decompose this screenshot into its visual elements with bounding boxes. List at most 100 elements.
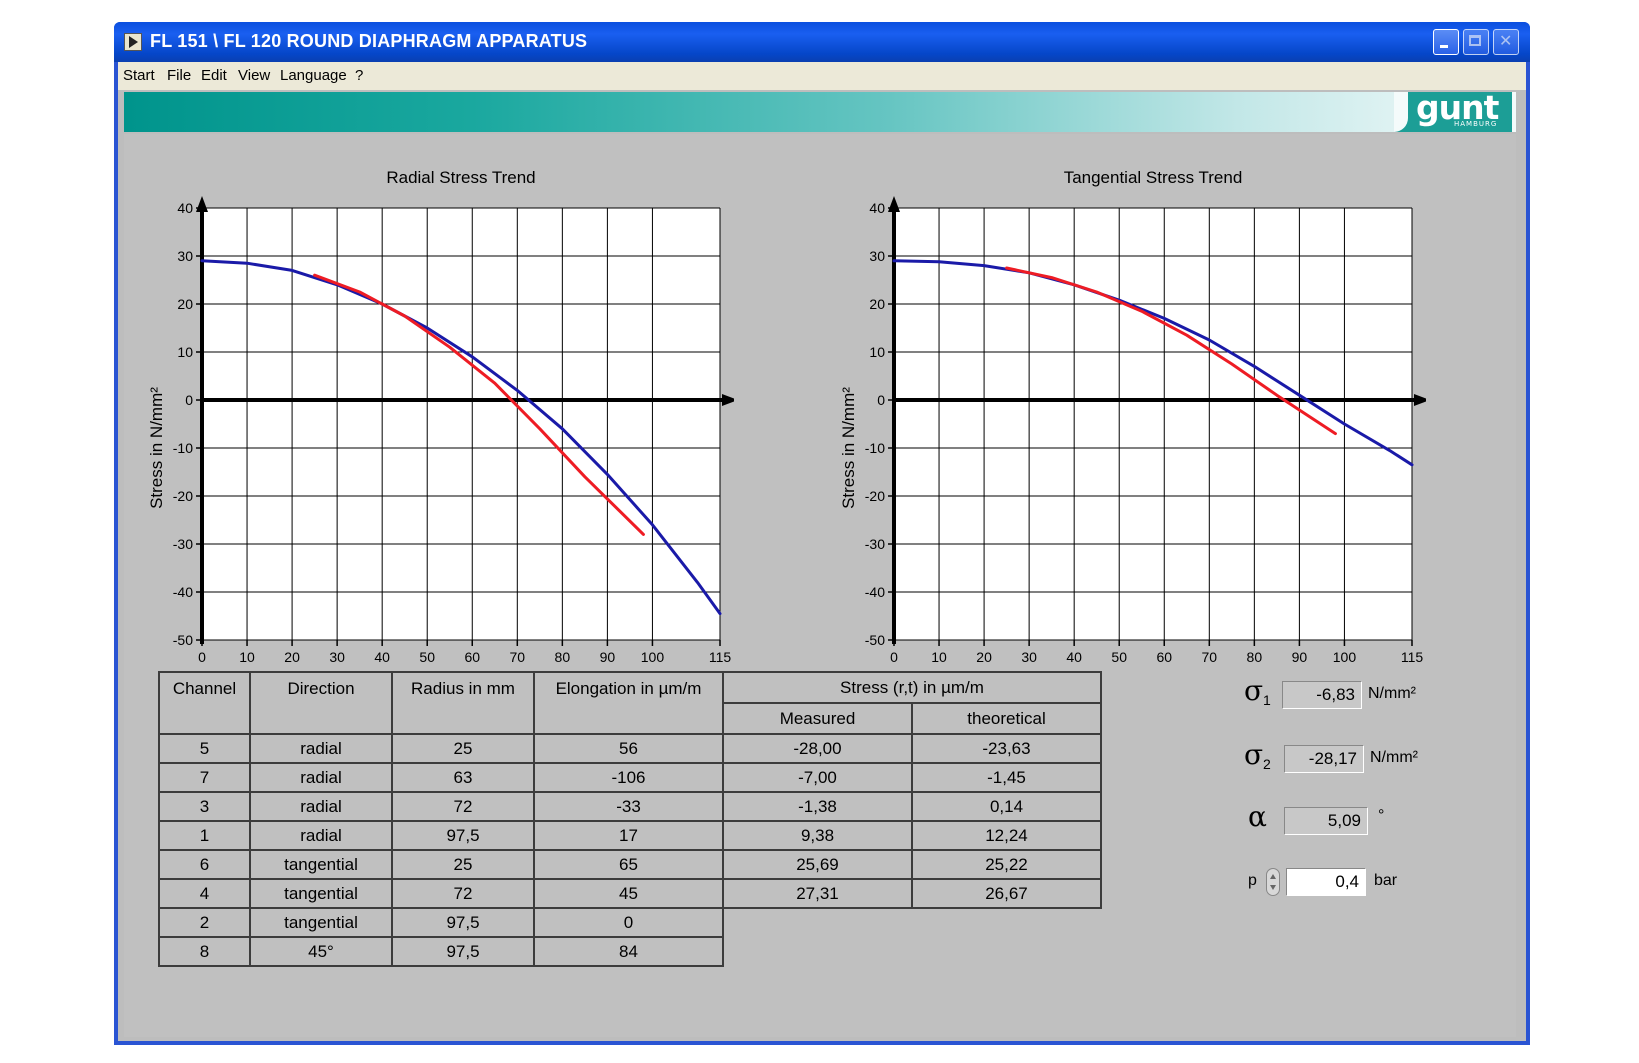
cell-radius: 97,5: [391, 820, 535, 851]
y-axis-arrow: [888, 196, 900, 212]
menu-start[interactable]: Start: [123, 67, 155, 84]
cell-elongation: 65: [533, 849, 724, 880]
measurement-table: Channel Direction Radius in mm Elongatio…: [158, 671, 1102, 967]
table-row: 3 radial 72 -33 -1,38 0,14: [158, 791, 1102, 822]
x-tick-label: 80: [1247, 649, 1263, 665]
cell-radius: 25: [391, 733, 535, 764]
cell-direction: radial: [249, 820, 393, 851]
app-window: FL 151 \ FL 120 ROUND DIAPHRAGM APPARATU…: [114, 22, 1530, 1045]
menu-file[interactable]: File: [167, 67, 192, 84]
x-tick-label: 50: [1111, 649, 1127, 665]
cell-measured: -7,00: [722, 762, 913, 793]
x-tick-label: 80: [555, 649, 571, 665]
cell-radius: 25: [391, 849, 535, 880]
table-row: 1 radial 97,5 17 9,38 12,24: [158, 820, 1102, 851]
cell-theoretical: 26,67: [911, 878, 1102, 909]
y-tick-label: 30: [869, 248, 885, 264]
y-tick-label: 40: [869, 200, 885, 216]
x-tick-label: 90: [1292, 649, 1308, 665]
x-tick-label: 100: [1333, 649, 1357, 665]
cell-radius: 97,5: [391, 936, 535, 967]
pressure-input[interactable]: 0,4: [1286, 868, 1366, 896]
x-tick-label: 0: [890, 649, 898, 665]
close-button[interactable]: [1493, 29, 1519, 55]
sigma1-unit: N/mm²: [1368, 685, 1416, 702]
cell-elongation: 84: [533, 936, 724, 967]
y-tick-label: -40: [173, 584, 193, 600]
cell-elongation: 0: [533, 907, 724, 938]
header-banner: gunt HAMBURG: [124, 88, 1516, 132]
sigma1-subscript: 1: [1263, 692, 1271, 708]
cell-measured: -28,00: [722, 733, 913, 764]
cell-channel: 7: [158, 762, 251, 793]
x-tick-label: 50: [419, 649, 435, 665]
sigma1-value: -6,83: [1282, 681, 1362, 709]
y-tick-label: -30: [865, 536, 885, 552]
cell-radius: 97,5: [391, 907, 535, 938]
y-tick-label: -30: [173, 536, 193, 552]
maximize-button[interactable]: [1463, 29, 1489, 55]
cell-elongation: -33: [533, 791, 724, 822]
x-tick-label: 70: [1202, 649, 1218, 665]
menu-edit[interactable]: Edit: [201, 67, 227, 84]
cell-measured: 27,31: [722, 878, 913, 909]
sigma-symbol: σ: [1244, 738, 1264, 771]
table-row: 8 45° 97,5 84: [158, 936, 1101, 967]
pressure-spinner[interactable]: [1266, 868, 1280, 896]
cell-theoretical: -23,63: [911, 733, 1102, 764]
cell-elongation: -106: [533, 762, 724, 793]
header-radius: Radius in mm: [391, 671, 535, 735]
menu-view[interactable]: View: [238, 67, 271, 84]
y-tick-label: 10: [177, 344, 193, 360]
logo-text: gunt: [1416, 88, 1499, 127]
cell-channel: 3: [158, 791, 251, 822]
cell-channel: 1: [158, 820, 251, 851]
x-tick-label: 70: [510, 649, 526, 665]
y-tick-label: -50: [173, 632, 193, 648]
alpha-unit: °: [1378, 807, 1385, 824]
labview-app-icon[interactable]: [124, 33, 142, 51]
x-tick-label: 30: [329, 649, 345, 665]
logo-subtext: HAMBURG: [1454, 120, 1498, 128]
window-client: Start File Edit View Language ? gunt HAM…: [118, 62, 1526, 1041]
table-row: 5 radial 25 56 -28,00 -23,63: [158, 733, 1102, 764]
menu-bar: Start File Edit View Language ?: [118, 62, 1526, 90]
x-axis-label: Radius in mm: [1101, 671, 1205, 674]
table-row: 7 radial 63 -106 -7,00 -1,45: [158, 762, 1102, 793]
header-channel: Channel: [158, 671, 251, 735]
series-line-0: [200, 259, 722, 616]
chart-title: Radial Stress Trend: [386, 168, 535, 187]
y-tick-label: 0: [185, 392, 193, 408]
sigma2-subscript: 2: [1263, 756, 1271, 772]
cell-direction: 45°: [249, 936, 393, 967]
y-tick-label: 30: [177, 248, 193, 264]
y-tick-label: -40: [865, 584, 885, 600]
y-tick-label: -10: [173, 440, 193, 456]
cell-theoretical: 0,14: [911, 791, 1102, 822]
x-tick-label: 40: [374, 649, 390, 665]
sigma2-value: -28,17: [1284, 745, 1364, 773]
header-direction: Direction: [249, 671, 393, 735]
cell-theoretical: -1,45: [911, 762, 1102, 793]
x-tick-label: 100: [641, 649, 665, 665]
cell-theoretical: 25,22: [911, 849, 1102, 880]
header-theoretical: theoretical: [911, 702, 1102, 735]
menu-help[interactable]: ?: [355, 67, 364, 84]
y-tick-label: 0: [877, 392, 885, 408]
x-tick-label: 90: [600, 649, 616, 665]
x-tick-label: 0: [198, 649, 206, 665]
title-bar[interactable]: FL 151 \ FL 120 ROUND DIAPHRAGM APPARATU…: [114, 22, 1530, 62]
series-line-1: [1005, 266, 1337, 436]
y-tick-label: -10: [865, 440, 885, 456]
x-tick-label: 10: [931, 649, 947, 665]
x-axis-arrow: [722, 394, 734, 406]
cell-radius: 72: [391, 791, 535, 822]
radial-stress-chart: 0 10 20 30 40 50 60 70 80 90 100 115403020100-10-20…: [147, 168, 734, 674]
minimize-button[interactable]: [1433, 29, 1459, 55]
menu-language[interactable]: Language: [280, 67, 347, 84]
plot-area: [202, 208, 720, 640]
y-axis-arrow: [196, 196, 208, 212]
header-stress: Stress (r,t) in µm/m: [722, 671, 1102, 704]
x-tick-label: 115: [1401, 649, 1424, 665]
chart-group: 0 10 20 30 40 50 60 70 80 90 100 115403020100-10-20…: [839, 168, 1426, 674]
